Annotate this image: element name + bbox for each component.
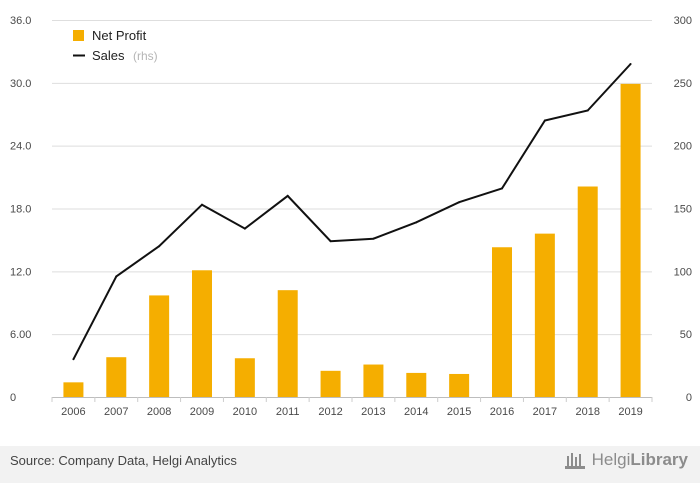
legend-label-sales: Sales (rhs) bbox=[92, 47, 158, 64]
bar-net-profit-2019 bbox=[620, 83, 641, 397]
right-tick-label: 100 bbox=[674, 266, 692, 278]
right-tick-label: 150 bbox=[674, 204, 692, 216]
combo-chart: 0 6.00 12.0 18.0 24.0 30.0 36.0 0 50 100 150 200 25… bbox=[10, 15, 692, 418]
x-tick-label: 2006 bbox=[61, 406, 85, 418]
sales-point-2011 bbox=[286, 194, 289, 197]
x-tick-label: 2015 bbox=[447, 406, 471, 418]
bar-net-profit-2007 bbox=[106, 357, 127, 397]
library-building-icon bbox=[564, 453, 585, 469]
left-tick-label: 36.0 bbox=[10, 15, 31, 27]
x-tick-label: 2017 bbox=[533, 406, 557, 418]
bar-net-profit-2017 bbox=[534, 233, 555, 397]
x-tick-label: 2011 bbox=[276, 406, 300, 418]
bar-net-profit-2006 bbox=[63, 382, 84, 397]
x-tick-label: 2014 bbox=[404, 406, 428, 418]
sales-point-2006 bbox=[72, 358, 75, 361]
bar-net-profit-2013 bbox=[363, 364, 384, 397]
sales-point-2015 bbox=[458, 201, 461, 204]
bar-net-profit-2014 bbox=[406, 372, 427, 397]
sales-point-2019 bbox=[629, 62, 632, 65]
bar-net-profit-2015 bbox=[449, 373, 470, 397]
x-tick-label: 2013 bbox=[361, 406, 385, 418]
legend-label-sales-suffix: (rhs) bbox=[133, 49, 158, 63]
sales-point-2012 bbox=[329, 240, 332, 243]
bar-net-profit-2009 bbox=[192, 270, 212, 397]
sales-line-layer bbox=[72, 62, 632, 361]
legend: Net Profit Sales (rhs) bbox=[73, 28, 158, 64]
sales-point-2010 bbox=[243, 227, 246, 230]
x-tick-label: 2019 bbox=[618, 406, 642, 418]
x-tick-label: 2008 bbox=[147, 406, 171, 418]
x-tick-label: 2016 bbox=[490, 406, 514, 418]
left-tick-label: 0 bbox=[10, 392, 16, 404]
right-tick-label: 50 bbox=[680, 329, 692, 341]
source-note: Source: Company Data, Helgi Analytics bbox=[10, 453, 237, 468]
x-tick-label: 2010 bbox=[233, 406, 257, 418]
right-y-axis: 0 50 100 150 200 250 300 bbox=[674, 15, 692, 404]
sales-line bbox=[72, 63, 632, 360]
sales-point-2014 bbox=[415, 221, 418, 224]
sales-point-2009 bbox=[201, 203, 203, 206]
right-tick-label: 200 bbox=[674, 141, 692, 153]
legend-label-net-profit: Net Profit bbox=[92, 28, 147, 43]
bar-net-profit-2011 bbox=[277, 290, 298, 397]
x-tick-label: 2007 bbox=[104, 406, 128, 418]
sales-point-2013 bbox=[372, 237, 375, 240]
grid-lines bbox=[52, 20, 652, 336]
x-axis: 2006 2007 2008 2009 2010 2011 2012 2013 2014 2015… bbox=[51, 397, 653, 418]
sales-point-2016 bbox=[501, 187, 503, 190]
sales-point-2008 bbox=[158, 245, 161, 248]
left-tick-label: 12.0 bbox=[10, 266, 31, 278]
left-tick-label: 6.00 bbox=[10, 329, 31, 341]
bar-net-profit-2008 bbox=[149, 295, 170, 397]
left-tick-label: 18.0 bbox=[10, 204, 31, 216]
bar-net-profit-2010 bbox=[234, 358, 255, 397]
x-tick-label: 2012 bbox=[318, 406, 342, 418]
x-tick-label: 2018 bbox=[575, 406, 599, 418]
right-tick-label: 250 bbox=[674, 78, 692, 90]
sales-point-2018 bbox=[586, 109, 589, 112]
legend-label-sales-name: Sales bbox=[92, 48, 125, 63]
brand-name-part1: Helgi bbox=[591, 450, 631, 469]
left-tick-label: 30.0 bbox=[10, 78, 31, 90]
left-tick-label: 24.0 bbox=[10, 141, 31, 153]
x-tick-label: 2009 bbox=[190, 406, 214, 418]
brand-name-part2: Library bbox=[630, 450, 688, 469]
helgi-library-logo[interactable]: Helgi Library bbox=[564, 450, 688, 470]
left-y-axis: 0 6.00 12.0 18.0 24.0 30.0 36.0 bbox=[10, 15, 31, 404]
right-tick-label: 0 bbox=[686, 392, 692, 404]
sales-point-2007 bbox=[115, 275, 118, 278]
bar-net-profit-2012 bbox=[320, 370, 341, 397]
bar-net-profit-2018 bbox=[577, 186, 598, 397]
legend-swatch-net-profit bbox=[73, 30, 84, 41]
sales-point-2017 bbox=[543, 119, 546, 122]
bar-net-profit-2016 bbox=[492, 247, 512, 397]
footer: Source: Company Data, Helgi Analytics He… bbox=[0, 446, 700, 483]
right-tick-label: 300 bbox=[674, 15, 692, 27]
net-profit-bars bbox=[63, 83, 641, 397]
